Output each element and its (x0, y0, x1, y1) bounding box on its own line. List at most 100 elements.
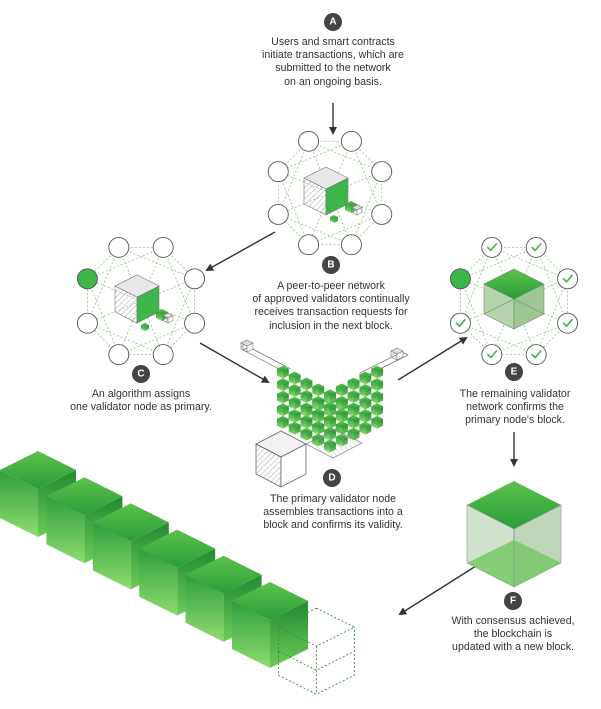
validator-node (152, 236, 174, 258)
primary-validator-node (449, 268, 471, 290)
validator-node (267, 161, 289, 183)
validator-node (371, 203, 393, 225)
validator-node (184, 312, 206, 334)
transaction-cube (347, 390, 360, 403)
transaction-cube (359, 384, 372, 397)
transaction-cube (371, 403, 384, 417)
incoming-transaction-guides (242, 343, 409, 380)
transaction-cube (276, 403, 289, 417)
caption-b: A peer-to-peer network of approved valid… (252, 280, 410, 332)
checkmark-icon (455, 318, 466, 327)
transaction-cube (312, 383, 325, 397)
transaction-cube (371, 378, 384, 392)
arrow-b-to-c (205, 231, 276, 271)
transaction-cube (335, 396, 348, 409)
block-assembly-d (240, 339, 409, 488)
small-transaction-cube (351, 204, 363, 216)
badge-f: F (504, 592, 522, 610)
validator-node (525, 344, 547, 366)
transaction-cube (288, 396, 301, 410)
small-transaction-cube (330, 215, 338, 223)
network-center-cube (303, 166, 349, 216)
transaction-cube (312, 421, 325, 434)
transaction-cube (276, 365, 289, 379)
transaction-cube (359, 396, 372, 410)
transaction-cube (288, 409, 301, 423)
checkmark-icon (487, 350, 498, 359)
validator-node (298, 130, 320, 152)
badge-b: B (322, 256, 340, 274)
validator-node (108, 236, 130, 258)
hatched-floor-tile (305, 428, 363, 459)
badge-c: C (132, 365, 150, 383)
transaction-cube (347, 415, 360, 428)
badge-b-letter: B (327, 260, 334, 271)
transaction-cube (288, 371, 301, 385)
transaction-cube (335, 408, 348, 422)
caption-a: Users and smart contracts initiate trans… (262, 36, 404, 88)
transaction-cube (371, 390, 384, 404)
transaction-cube (371, 365, 384, 379)
primary-validator-node (76, 268, 98, 290)
validator-node (184, 268, 206, 290)
caption-c: An algorithm assigns one validator node … (70, 388, 212, 414)
validator-node (371, 161, 393, 183)
transaction-cube (335, 383, 348, 397)
caption-e: The remaining validator network confirms… (459, 388, 571, 427)
incoming-transaction-cube (390, 347, 404, 361)
validator-node (298, 234, 320, 256)
transaction-cube (371, 415, 384, 429)
incoming-transaction-cube (240, 339, 254, 353)
network-center-cube (114, 274, 160, 324)
badge-e-letter: E (511, 367, 518, 378)
validated-block-f (466, 481, 562, 588)
validator-node (525, 236, 547, 258)
arrow-d-to-e (397, 336, 468, 381)
validator-node (481, 236, 503, 258)
validator-node (449, 312, 471, 334)
transaction-cube (276, 390, 289, 404)
arrow-f-to-chain (398, 565, 477, 616)
checkmark-icon (562, 274, 573, 283)
network-center-cube (483, 268, 545, 330)
transaction-cube (312, 408, 325, 422)
transaction-cube (312, 396, 325, 409)
checkmark-icon (562, 318, 573, 327)
transaction-cube (324, 401, 336, 415)
checkmark-icon (531, 243, 542, 252)
validator-node (76, 312, 98, 334)
blockchain (0, 451, 356, 695)
badge-c-letter: C (137, 369, 144, 380)
validator-node (481, 344, 503, 366)
transaction-cube (324, 414, 336, 428)
validator-node (267, 203, 289, 225)
transaction-cube (276, 378, 289, 392)
transaction-cube (347, 377, 360, 391)
badge-f-letter: F (510, 596, 516, 607)
pending-chain-block (277, 607, 356, 695)
validator-network-b (267, 130, 393, 256)
validator-node (557, 312, 579, 334)
caption-f: With consensus achieved, the blockchain … (451, 615, 575, 654)
transaction-cube (276, 415, 289, 429)
badge-a-letter: A (329, 17, 336, 28)
transaction-cube (300, 390, 313, 403)
badge-d-letter: D (328, 473, 335, 484)
flow-arrows (199, 103, 518, 616)
transaction-cube (359, 409, 372, 423)
validator-node (152, 344, 174, 366)
validator-network-c (76, 236, 206, 366)
validator-node (340, 234, 362, 256)
transaction-cube (347, 402, 360, 416)
caption-d: The primary validator node assembles tra… (263, 493, 403, 532)
badge-e: E (505, 363, 523, 381)
checkmark-icon (531, 350, 542, 359)
transaction-cube (324, 389, 336, 403)
small-transaction-cube (141, 323, 149, 331)
transaction-cube (288, 384, 301, 397)
transaction-cube (359, 371, 372, 385)
outlined-cube-d (255, 430, 307, 488)
transaction-cube (359, 421, 372, 435)
transaction-cube (300, 377, 313, 391)
